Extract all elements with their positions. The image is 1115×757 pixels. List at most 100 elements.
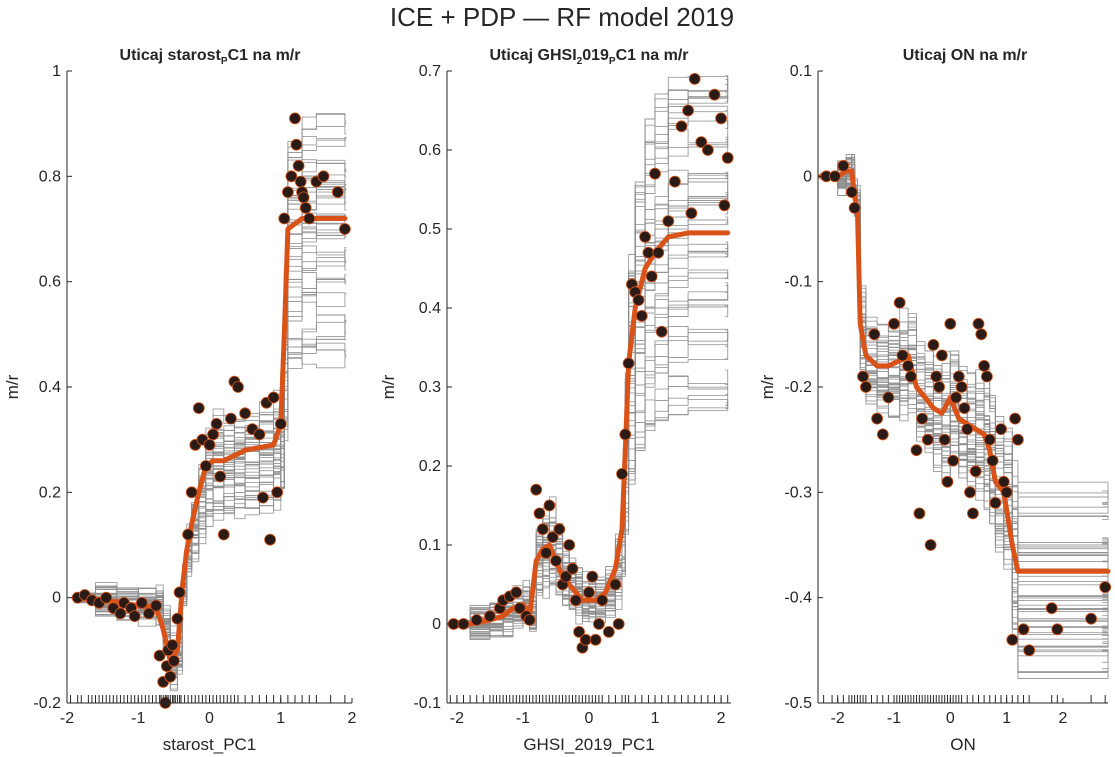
ice-curve-26: [450, 120, 729, 623]
x-tick-label: -1: [516, 710, 530, 727]
data-point-6: [857, 370, 869, 383]
data-point-59: [718, 199, 731, 212]
data-point-5: [848, 201, 861, 214]
data-point-11: [523, 614, 536, 626]
x-tick-label: 2: [1058, 710, 1067, 727]
data-point-30: [589, 633, 602, 646]
data-point-36: [967, 507, 979, 520]
y-tick-label: -0.1: [784, 274, 812, 291]
data-point-43: [264, 533, 277, 546]
ice-curve-34: [450, 194, 729, 630]
data-point-2: [457, 618, 470, 630]
data-point-45: [995, 423, 1007, 436]
data-point-47: [652, 246, 665, 259]
data-point-35: [224, 412, 237, 425]
x-tick-label: -1: [131, 710, 145, 727]
y-tick-label: 0.6: [419, 142, 441, 159]
data-point-44: [267, 391, 280, 404]
ice-curve-30: [450, 169, 729, 636]
ice-curve-1: [450, 177, 729, 640]
y-tick-label: -0.4: [784, 590, 812, 607]
ice-curve-22: [820, 173, 1109, 610]
data-point-28: [583, 586, 595, 599]
data-point-53: [1045, 602, 1058, 615]
panel-title: Uticaj ON na m/r: [903, 47, 1027, 64]
data-point-15: [902, 359, 914, 372]
data-point-25: [185, 486, 198, 499]
ice-curve-22: [450, 269, 729, 624]
data-point-51: [290, 138, 303, 151]
data-point-41: [981, 370, 993, 383]
data-point-12: [142, 607, 155, 620]
ice-curve-19: [820, 169, 1109, 596]
data-point-8: [868, 328, 881, 341]
data-point-23: [566, 562, 579, 575]
data-point-51: [1017, 623, 1030, 636]
data-point-37: [232, 381, 244, 393]
data-point-38: [622, 357, 635, 370]
ice-curves: [450, 75, 729, 640]
data-point-27: [579, 633, 592, 646]
x-tick-label: 2: [717, 710, 726, 727]
data-point-33: [602, 626, 615, 638]
y-axis-label: m/r: [379, 374, 398, 399]
ice-curve-35: [74, 277, 347, 664]
data-point-12: [888, 317, 900, 330]
data-point-19: [916, 412, 929, 425]
ice-curve-26: [820, 162, 1109, 653]
ice-curve-48: [74, 281, 347, 637]
data-point-13: [150, 599, 163, 612]
x-tick-label: 1: [276, 710, 285, 727]
ice-curve-15: [820, 170, 1109, 634]
data-point-40: [253, 428, 266, 441]
data-point-22: [927, 338, 940, 351]
ice-curve-2: [450, 84, 729, 639]
ice-curve-49: [74, 249, 347, 654]
data-point-19: [553, 523, 566, 536]
data-point-59: [317, 170, 330, 183]
x-axis-label: starost_PC1: [163, 735, 257, 754]
data-point-3: [470, 614, 483, 626]
y-tick-label: 0: [803, 168, 812, 185]
data-point-54: [1051, 623, 1064, 636]
ice-curve-23: [74, 222, 347, 675]
data-point-10: [128, 610, 141, 622]
ice-curve-32: [450, 196, 729, 622]
panels: -0.2 0 0.2 0.4 0.6 0.8 1 -2 -1 0 1 2 starost_PC1 m/r U…: [3, 47, 1112, 754]
data-point-33: [958, 402, 971, 415]
data-point-21: [167, 655, 180, 667]
data-point-42: [635, 309, 648, 322]
y-tick-label: 1: [52, 63, 61, 80]
data-point-45: [645, 270, 658, 283]
data-point-55: [1085, 612, 1097, 625]
y-tick-label: 0.2: [39, 484, 61, 501]
data-point-39: [975, 328, 988, 341]
data-point-18: [913, 507, 926, 520]
ice-curve-35: [820, 159, 1109, 640]
rug-marks: [70, 695, 346, 703]
data-point-46: [997, 475, 1010, 488]
x-tick-label: 0: [205, 710, 214, 727]
data-point-20: [921, 433, 934, 446]
panel-title: Uticaj starostPC1 na m/r: [120, 47, 301, 67]
data-point-18: [550, 554, 562, 567]
data-point-50: [289, 112, 301, 125]
data-point-42: [983, 433, 996, 446]
ice-curve-37: [74, 177, 347, 666]
y-tick-label: 0: [52, 590, 61, 607]
data-point-14: [896, 349, 909, 362]
ice-curve-43: [450, 128, 729, 633]
data-point-33: [214, 470, 227, 483]
data-point-48: [1006, 633, 1019, 646]
data-point-52: [1023, 644, 1036, 657]
x-tick-label: -2: [450, 710, 464, 727]
panel-2: -0.1 0 0.1 0.2 0.3 0.4 0.5 0.6 0.7 -2 -1 0 1 2 GHSI_20…: [379, 47, 734, 754]
data-point-34: [961, 423, 974, 436]
data-point-7: [114, 607, 127, 620]
data-point-49: [285, 170, 298, 183]
data-point-7: [860, 381, 872, 393]
data-point-49: [662, 215, 675, 228]
data-point-35: [612, 618, 625, 630]
data-point-23: [173, 586, 186, 599]
ice-curve-25: [450, 89, 729, 637]
